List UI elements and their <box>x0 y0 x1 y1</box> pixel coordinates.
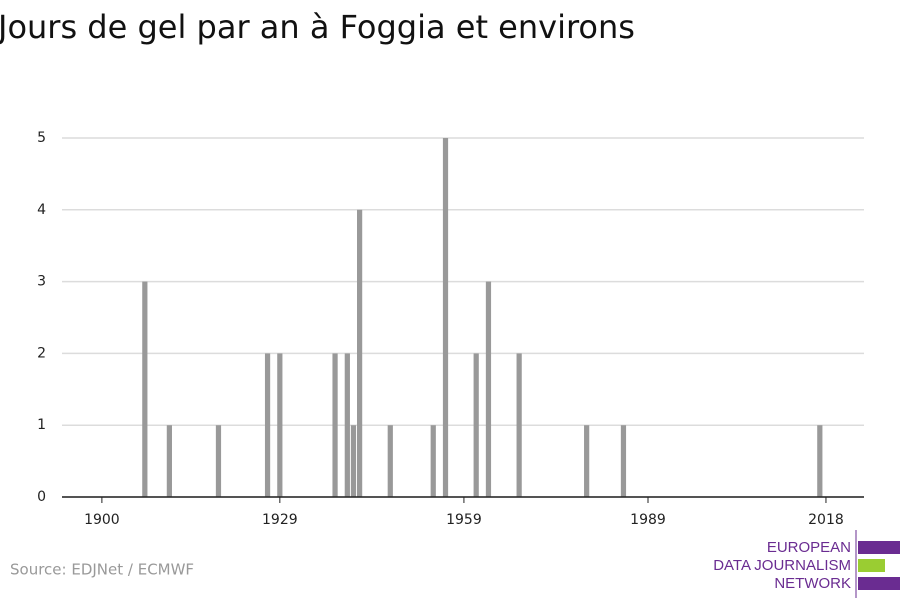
logo-text: DATA JOURNALISM <box>713 557 851 574</box>
bar <box>516 353 522 497</box>
bar <box>264 353 271 497</box>
bar <box>430 425 436 497</box>
y-tick-label: 5 <box>37 130 46 146</box>
logo-bar <box>858 577 900 590</box>
source: Source: EDJNet / ECMWF <box>10 561 194 579</box>
bar <box>344 353 350 497</box>
x-tick-label: 2018 <box>808 512 844 528</box>
bar <box>215 425 222 497</box>
bar <box>277 353 283 497</box>
bar <box>350 425 357 497</box>
bar <box>485 281 492 497</box>
bar <box>442 138 449 497</box>
logo-bar <box>858 541 900 554</box>
y-tick-label: 3 <box>37 274 46 290</box>
logo-bar <box>858 559 885 572</box>
x-tick-label: 1929 <box>262 512 298 528</box>
bar <box>166 425 172 497</box>
x-tick-label: 1989 <box>630 512 666 528</box>
y-tick-label: 0 <box>37 489 46 505</box>
logo-text: EUROPEAN <box>767 539 851 556</box>
logo-text: NETWORK <box>774 575 851 592</box>
bar <box>620 425 627 497</box>
y-tick-label: 1 <box>37 417 46 433</box>
x-tick-label: 1900 <box>84 512 120 528</box>
chart-title: Jours de gel par an à Foggia et environs <box>0 8 635 46</box>
x-tick-label: 1959 <box>446 512 482 528</box>
bar <box>817 425 823 497</box>
bar <box>584 425 590 497</box>
y-tick-label: 4 <box>37 202 46 218</box>
bar <box>473 353 479 497</box>
bar <box>332 353 338 497</box>
bar <box>356 209 363 498</box>
bar <box>142 281 148 497</box>
y-tick-label: 2 <box>37 345 46 361</box>
bar <box>387 425 393 497</box>
